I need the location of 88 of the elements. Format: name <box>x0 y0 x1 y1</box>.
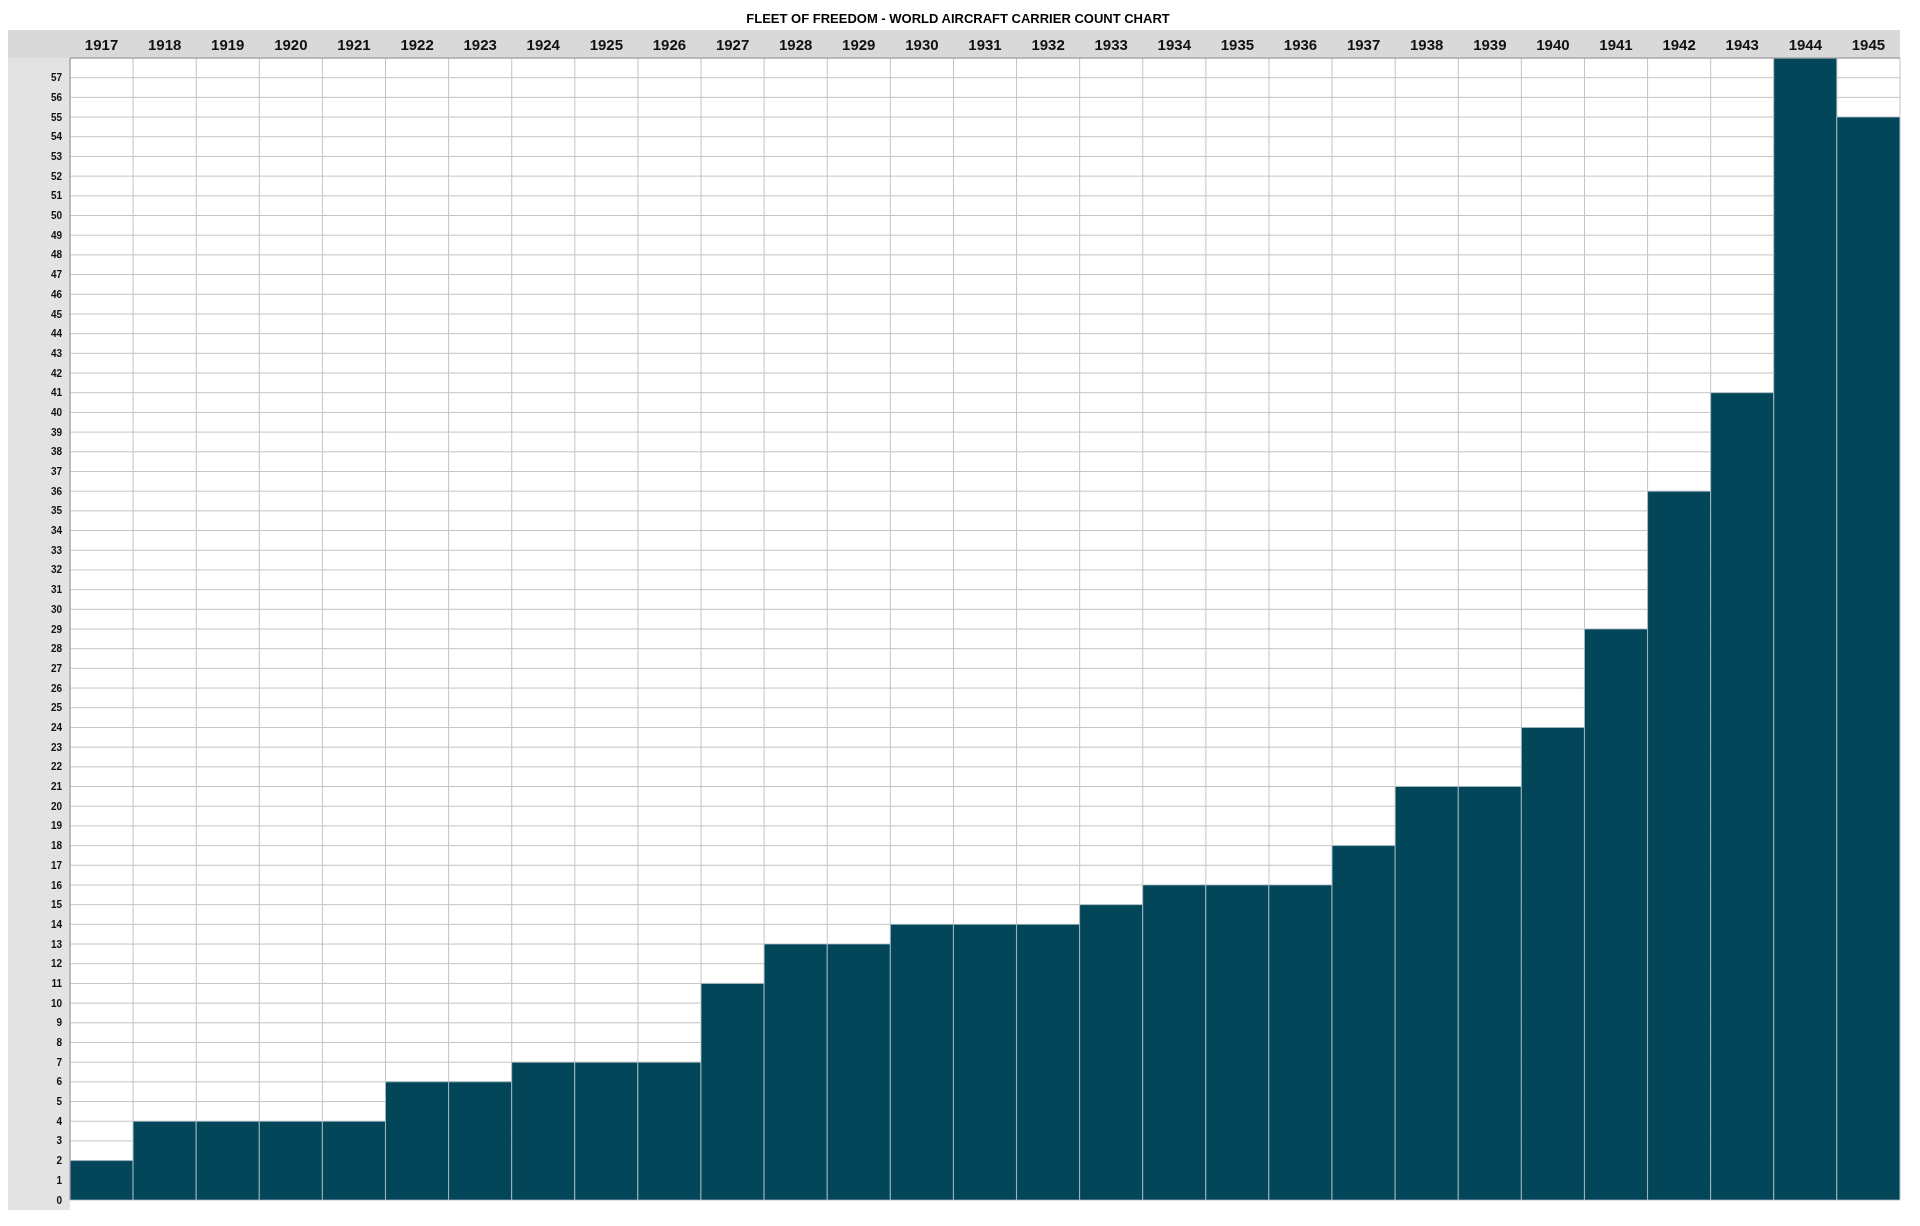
x-tick-label: 1934 <box>1157 36 1192 53</box>
y-tick-label: 39 <box>50 426 63 438</box>
y-tick-label: 50 <box>50 210 63 222</box>
y-tick-label: 46 <box>50 288 63 300</box>
y-tick-label: 12 <box>50 958 63 970</box>
x-tick-label: 1937 <box>1346 36 1381 53</box>
y-tick-label: 54 <box>50 131 63 143</box>
y-tick-label: 0 <box>56 1194 63 1206</box>
y-tick-label: 44 <box>50 328 63 340</box>
y-tick-label: 42 <box>50 367 63 379</box>
x-tick-label: 1932 <box>1031 36 1065 53</box>
y-tick-label: 3 <box>56 1135 63 1147</box>
y-tick-label: 11 <box>51 977 63 989</box>
x-tick-label: 1939 <box>1473 36 1507 53</box>
y-tick-label: 5 <box>56 1096 63 1108</box>
y-tick-label: 41 <box>50 387 63 399</box>
y-tick-label: 19 <box>50 820 63 832</box>
x-tick-label: 1933 <box>1094 36 1128 53</box>
y-tick-label: 15 <box>50 899 63 911</box>
y-tick-label: 10 <box>50 997 63 1009</box>
x-tick-label: 1931 <box>968 36 1002 53</box>
x-tick-label: 1935 <box>1220 36 1255 53</box>
y-tick-label: 48 <box>50 249 63 261</box>
x-tick-label: 1940 <box>1536 36 1570 53</box>
y-tick-label: 36 <box>50 485 63 497</box>
y-tick-label: 30 <box>50 603 63 615</box>
y-tick-label: 2 <box>56 1155 63 1167</box>
y-tick-label: 37 <box>50 466 63 478</box>
x-tick-label: 1927 <box>715 36 750 53</box>
y-tick-label: 14 <box>50 918 63 930</box>
x-tick-label: 1921 <box>337 36 371 53</box>
y-tick-label: 34 <box>50 525 63 537</box>
y-tick-label: 43 <box>50 347 63 359</box>
y-tick-label: 9 <box>56 1017 63 1029</box>
y-tick-label: 52 <box>50 170 63 182</box>
y-tick-label: 55 <box>50 111 63 123</box>
y-tick-label: 28 <box>50 643 63 655</box>
y-tick-label: 25 <box>50 702 63 714</box>
y-tick-label: 29 <box>50 623 63 635</box>
x-tick-label: 1917 <box>84 36 119 53</box>
y-tick-label: 18 <box>50 840 63 852</box>
y-tick-label: 22 <box>50 761 63 773</box>
x-tick-label: 1938 <box>1410 36 1444 53</box>
x-tick-label: 1929 <box>842 36 876 53</box>
y-tick-label: 47 <box>50 269 63 281</box>
x-tick-label: 1925 <box>589 36 624 53</box>
y-tick-label: 16 <box>50 879 63 891</box>
x-tick-label: 1928 <box>779 36 813 53</box>
y-tick-label: 13 <box>50 938 63 950</box>
x-tick-label: 1944 <box>1788 36 1823 53</box>
y-tick-label: 49 <box>50 229 63 241</box>
y-tick-label: 23 <box>50 741 63 753</box>
x-tick-label: 1941 <box>1599 36 1633 53</box>
y-tick-label: 38 <box>50 446 63 458</box>
x-tick-label: 1945 <box>1851 36 1886 53</box>
y-tick-label: 21 <box>50 781 63 793</box>
y-tick-label: 8 <box>56 1037 63 1049</box>
y-tick-label: 35 <box>50 505 63 517</box>
y-tick-label: 33 <box>50 544 63 556</box>
x-tick-label: 1923 <box>463 36 497 53</box>
y-tick-label: 56 <box>50 91 63 103</box>
x-tick-label: 1918 <box>147 36 182 53</box>
x-tick-label: 1919 <box>211 36 245 53</box>
x-tick-label: 1936 <box>1283 36 1318 53</box>
y-tick-label: 53 <box>50 151 63 162</box>
y-tick-label: 57 <box>50 72 63 84</box>
x-tick-label: 1922 <box>400 36 434 53</box>
y-tick-label: 45 <box>50 308 63 320</box>
x-tick-label: 1942 <box>1662 36 1696 53</box>
y-tick-label: 1 <box>56 1174 63 1186</box>
y-tick-label: 7 <box>56 1056 63 1068</box>
y-tick-label: 32 <box>50 564 63 576</box>
y-tick-label: 17 <box>50 859 63 871</box>
x-tick-label: 1930 <box>905 36 939 53</box>
y-tick-label: 24 <box>50 722 63 733</box>
y-tick-label: 51 <box>50 190 63 202</box>
y-tick-label: 40 <box>50 406 63 418</box>
y-tick-label: 4 <box>56 1115 63 1127</box>
x-tick-label: 1920 <box>274 36 308 53</box>
y-tick-label: 26 <box>50 682 63 694</box>
x-tick-label: 1924 <box>526 36 561 53</box>
chart-title: FLEET OF FREEDOM - WORLD AIRCRAFT CARRIER COUNT CHART <box>745 10 1171 28</box>
x-tick-label: 1926 <box>652 36 687 53</box>
x-tick-label: 1943 <box>1725 36 1759 53</box>
y-tick-label: 20 <box>50 800 63 812</box>
y-tick-label: 31 <box>50 584 63 596</box>
y-tick-label: 27 <box>50 662 63 674</box>
y-tick-label: 6 <box>56 1076 63 1088</box>
